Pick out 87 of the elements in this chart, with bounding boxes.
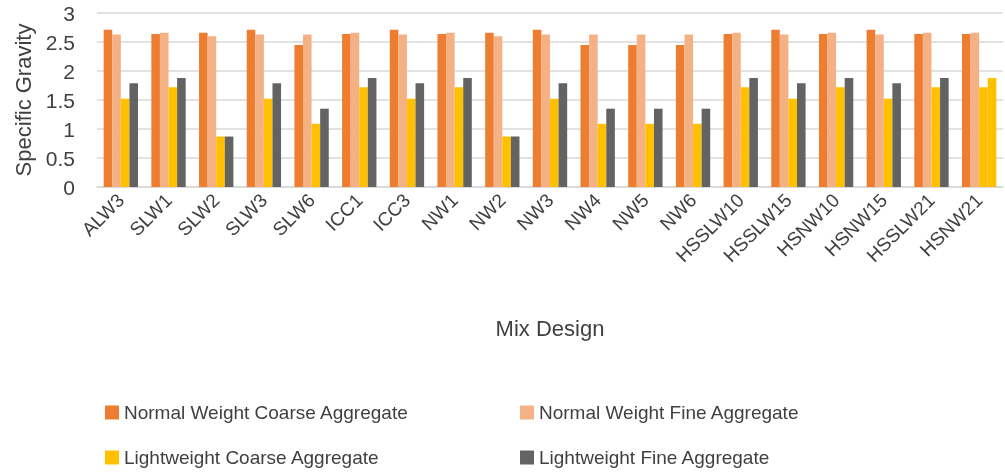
bar bbox=[255, 34, 264, 187]
bar bbox=[359, 87, 368, 187]
bar bbox=[320, 108, 329, 187]
bar bbox=[749, 77, 758, 187]
bar bbox=[771, 29, 780, 187]
y-tick-label: 2.5 bbox=[45, 30, 75, 54]
bar bbox=[103, 29, 113, 187]
bar bbox=[263, 98, 273, 187]
bar bbox=[693, 123, 702, 187]
bar bbox=[580, 44, 590, 187]
bar bbox=[645, 123, 654, 187]
bar bbox=[844, 77, 854, 187]
bar bbox=[389, 29, 399, 187]
bar bbox=[558, 83, 568, 187]
bar bbox=[129, 83, 139, 187]
bar bbox=[177, 77, 186, 187]
bar bbox=[207, 36, 217, 187]
bar bbox=[350, 32, 360, 187]
bar bbox=[294, 44, 303, 187]
bar bbox=[541, 34, 550, 187]
bar bbox=[303, 34, 312, 187]
bar bbox=[875, 34, 884, 187]
bar bbox=[836, 87, 845, 187]
bar bbox=[818, 33, 828, 187]
bar bbox=[606, 108, 615, 187]
y-axis-title: Specific Gravity bbox=[11, 23, 37, 177]
y-tick-label: 1 bbox=[63, 117, 75, 141]
bar bbox=[216, 136, 225, 187]
bar bbox=[636, 34, 646, 187]
bar bbox=[827, 32, 837, 187]
bar bbox=[701, 108, 711, 187]
bar bbox=[485, 32, 494, 187]
bar bbox=[589, 34, 598, 187]
bar bbox=[653, 108, 663, 187]
bar bbox=[406, 98, 416, 187]
bar bbox=[532, 29, 542, 187]
legend-label: Lightweight Fine Aggregate bbox=[539, 447, 770, 468]
bar bbox=[311, 123, 321, 187]
bar bbox=[922, 32, 932, 187]
bar bbox=[246, 29, 256, 187]
bar bbox=[454, 87, 464, 187]
bar bbox=[797, 83, 806, 187]
bar bbox=[159, 32, 169, 187]
x-axis-title: Mix Design bbox=[495, 315, 605, 341]
bar bbox=[740, 87, 750, 187]
y-tick-label: 3 bbox=[63, 1, 75, 25]
bar bbox=[120, 98, 130, 187]
bar bbox=[224, 136, 234, 187]
y-tick-label: 1.5 bbox=[45, 88, 75, 112]
bar bbox=[597, 123, 607, 187]
bar bbox=[272, 83, 282, 187]
bar bbox=[883, 98, 893, 187]
bar bbox=[779, 34, 789, 187]
bar bbox=[866, 29, 876, 187]
bar bbox=[931, 87, 941, 187]
bar bbox=[367, 77, 377, 187]
y-tick-label: 0 bbox=[63, 175, 75, 199]
bar bbox=[168, 87, 178, 187]
y-tick-label: 2 bbox=[63, 59, 75, 83]
bar bbox=[940, 77, 949, 187]
bar bbox=[493, 36, 503, 187]
bar bbox=[788, 98, 797, 187]
bar bbox=[675, 44, 685, 187]
bar bbox=[723, 33, 733, 187]
bar bbox=[446, 32, 455, 187]
legend-label: Normal Weight Fine Aggregate bbox=[539, 402, 799, 423]
bar bbox=[112, 34, 121, 187]
bar bbox=[914, 33, 923, 187]
bar bbox=[684, 34, 694, 187]
bar bbox=[732, 32, 741, 187]
bar bbox=[151, 33, 160, 187]
bar bbox=[502, 136, 511, 187]
bar bbox=[961, 33, 971, 187]
y-tick-label: 0.5 bbox=[45, 146, 75, 170]
bar bbox=[342, 33, 351, 187]
bar bbox=[550, 98, 559, 187]
bar bbox=[415, 83, 425, 187]
legend-label: Normal Weight Coarse Aggregate bbox=[124, 402, 408, 423]
bar bbox=[437, 33, 447, 187]
bar bbox=[463, 77, 472, 187]
legend-label: Lightweight Coarse Aggregate bbox=[124, 447, 379, 468]
bar bbox=[398, 34, 407, 187]
bar bbox=[199, 32, 208, 187]
bar bbox=[628, 44, 637, 187]
bar bbox=[510, 136, 520, 187]
bar bbox=[970, 32, 980, 187]
bar bbox=[892, 83, 901, 187]
